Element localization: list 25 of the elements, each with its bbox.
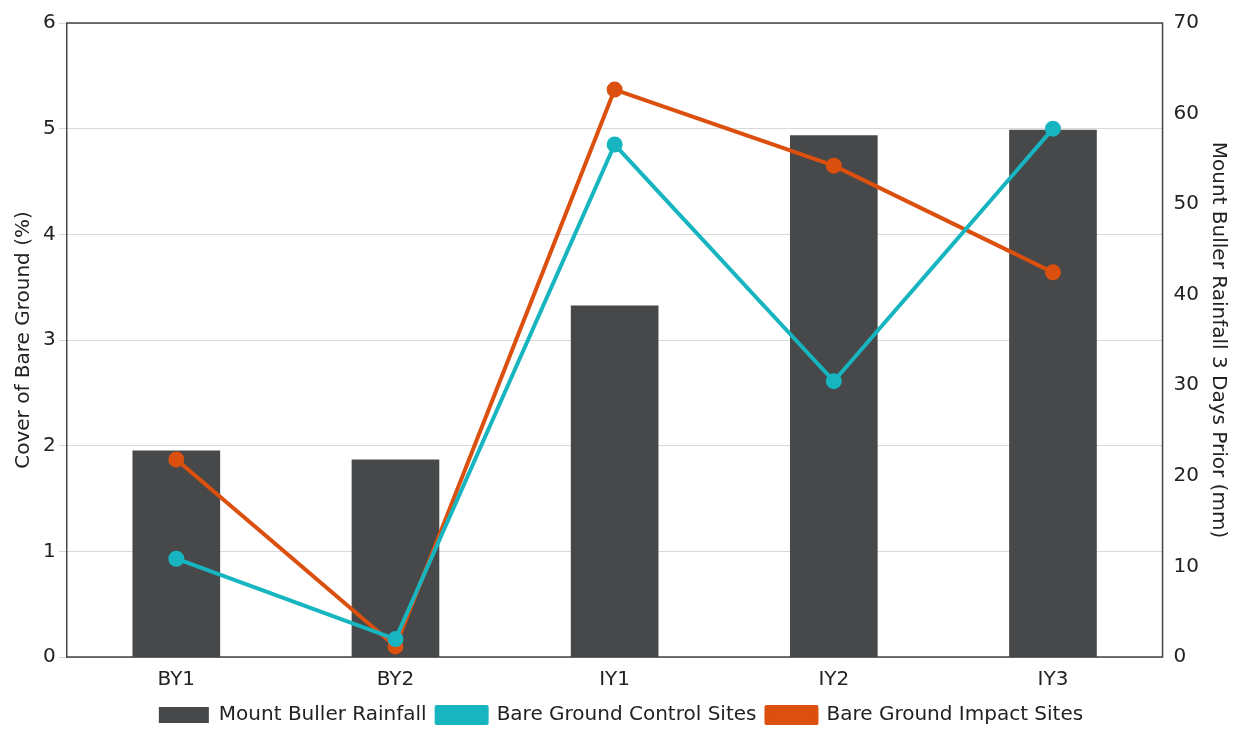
y-axis-title: Cover of Bare Ground (%) [10,211,35,469]
x-tick-label: IY2 [818,666,850,691]
x-tick-label: BY2 [376,666,415,691]
x-tick-label: IY3 [1037,666,1069,691]
x-tick-label: BY1 [157,666,196,691]
y-tick-label: 0 [42,643,56,668]
legend-label: Bare Ground Impact Sites [826,701,1084,726]
y2-tick-label: 20 [1173,462,1199,487]
y-tick-label: 4 [42,220,56,245]
y2-tick-label: 40 [1173,280,1199,305]
y2-tick-label: 0 [1173,643,1187,668]
y2-tick-label: 30 [1173,371,1199,396]
legend-label: Mount Buller Rainfall [218,701,427,726]
y-tick-label: 1 [42,537,56,562]
x-tick-label: IY1 [599,666,631,691]
y2-tick-label: 60 [1173,99,1199,124]
y-tick-label: 5 [42,114,56,139]
y-tick-label: 3 [42,326,56,351]
y2-axis-title: Mount Buller Rainfall 3 Days Prior (mm) [1207,141,1232,539]
y-tick-label: 2 [42,431,56,456]
y2-tick-label: 70 [1173,9,1199,34]
y-tick-label: 6 [42,9,56,34]
y2-tick-label: 50 [1173,190,1199,215]
legend-label: Bare Ground Control Sites [496,701,757,726]
y2-tick-label: 10 [1173,552,1199,577]
